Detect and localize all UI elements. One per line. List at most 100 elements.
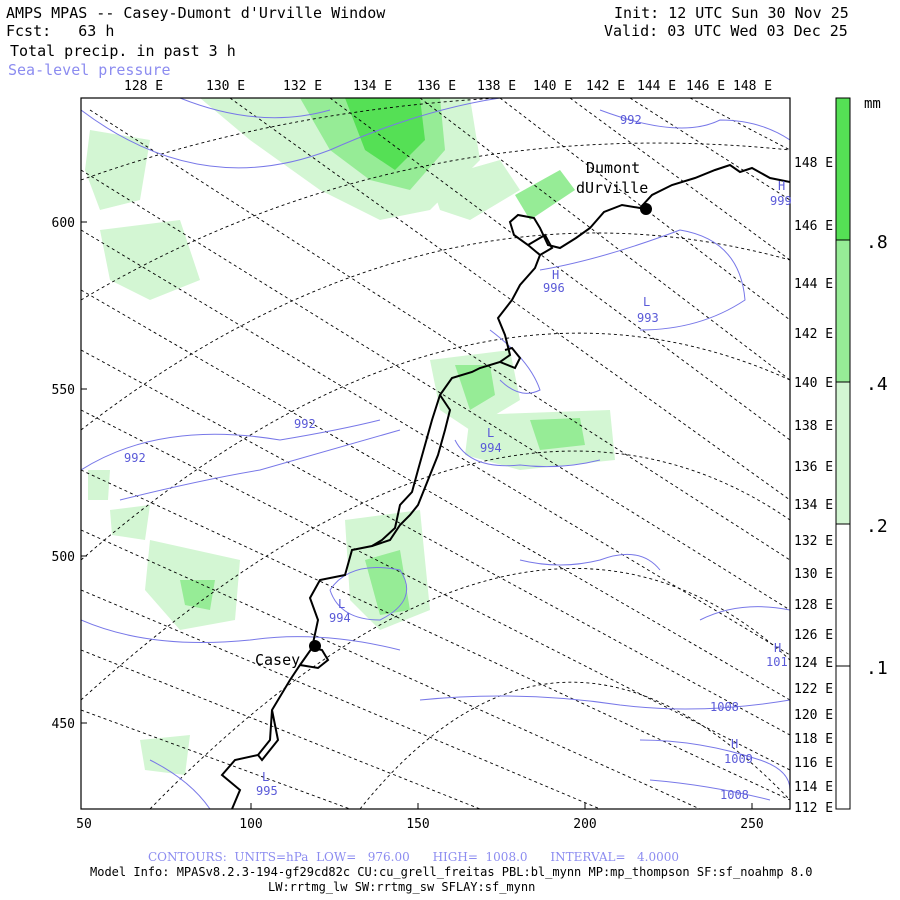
lon-label: 122 E [794, 682, 833, 697]
precip-region [515, 170, 575, 220]
init-time: Init: 12 UTC Sun 30 Nov 25 [614, 4, 849, 22]
precip-shading [85, 98, 615, 775]
pressure-label: 1008 [720, 788, 749, 802]
lon-label: 132 E [283, 79, 322, 94]
pressure-label: 1008 [710, 700, 739, 714]
pressure-contour [489, 329, 541, 394]
pressure-contour [329, 567, 408, 621]
x-axis-ticks: 50 100 150 200 250 [76, 817, 764, 832]
high-center: H [731, 737, 738, 751]
colorbar-label: .4 [866, 374, 888, 395]
lon-label: 138 E [794, 419, 833, 434]
pressure-label: 992 [124, 451, 146, 465]
longitude-line [81, 169, 790, 611]
colorbar-label: .8 [866, 232, 888, 253]
low-center: L [338, 597, 345, 611]
high-center: H [774, 641, 781, 655]
longitude-line [419, 98, 790, 381]
lon-label: 134 E [794, 498, 833, 513]
lon-label: 112 E [794, 801, 833, 816]
pressure-label: 994 [329, 611, 351, 625]
pressure-contour [81, 98, 501, 169]
longitude-line [689, 98, 790, 151]
lon-label: 140 E [794, 376, 833, 391]
lon-label: 134 E [353, 79, 392, 94]
latitude-line [81, 232, 790, 431]
lon-label: 136 E [417, 79, 456, 94]
colorbar-bin-none [836, 666, 850, 809]
lon-label: 116 E [794, 756, 833, 771]
pressure-label: 994 [480, 441, 502, 455]
right-lon-labels: 148 E 146 E 144 E 142 E 140 E 138 E 136 … [794, 156, 833, 816]
pressure-contour [539, 229, 746, 331]
precip-region [365, 550, 410, 615]
station-marker [309, 640, 321, 652]
y-tick-label: 600 [52, 216, 75, 231]
x-tick-label: 250 [740, 817, 763, 832]
pressure-labels: 992 992 992 996 993 994 994 995 1008 100… [124, 113, 792, 802]
coastline-path [220, 163, 790, 809]
model-info: Model Info: MPASv8.2.3-194-gf29cd82c CU:… [90, 865, 813, 879]
longitude-line [329, 98, 790, 441]
precip-region [530, 418, 585, 450]
precip-region [110, 505, 150, 540]
longitude-grid [81, 98, 790, 809]
pressure-contour [699, 606, 790, 621]
x-tick-label: 50 [76, 817, 92, 832]
y-tick-label: 450 [52, 717, 75, 732]
x-tick-marks [250, 803, 753, 809]
pressure-contour [649, 779, 771, 801]
lon-label: 120 E [794, 708, 833, 723]
latitude-line [81, 332, 790, 561]
high-center: H [778, 179, 785, 193]
low-center: L [487, 426, 494, 440]
y-tick-label: 500 [52, 550, 75, 565]
pressure-label: 1009 [724, 752, 753, 766]
lon-label: 142 E [586, 79, 625, 94]
x-tick-label: 150 [406, 817, 429, 832]
pressure-label: 992 [294, 417, 316, 431]
model-info-physics: LW:rrtmg_lw SW:rrtmg_sw SFLAY:sf_mynn [268, 880, 536, 894]
field-precip-label: Total precip. in past 3 h [10, 42, 236, 60]
precip-region [100, 220, 200, 300]
lon-label: 130 E [206, 79, 245, 94]
pressure-contour [599, 109, 790, 141]
x-tick-label: 200 [573, 817, 596, 832]
map-plot-area [81, 98, 790, 809]
colorbar-bin-mid [836, 240, 850, 382]
precip-region [85, 130, 150, 210]
pressure-contour [519, 553, 661, 571]
forecast-hour: Fcst: 63 h [6, 22, 115, 40]
latitude-line [149, 567, 790, 809]
lon-label: 126 E [794, 628, 833, 643]
coastline [220, 163, 790, 809]
longitude-line [81, 409, 790, 771]
lon-label: 146 E [686, 79, 725, 94]
coastline-path [527, 233, 554, 256]
lon-label: 128 E [794, 598, 833, 613]
longitude-line [81, 589, 601, 809]
pressure-contour [81, 419, 381, 471]
pressure-contour [419, 695, 790, 710]
y-tick-label: 550 [52, 383, 75, 398]
lon-label: 144 E [637, 79, 676, 94]
contours-info: CONTOURS: UNITS=hPa LOW= 976.00 HIGH= 10… [148, 850, 679, 864]
y-tick-marks [81, 221, 87, 724]
colorbar-bin-high [836, 98, 850, 240]
longitude-line [229, 98, 790, 501]
colorbar-label: .1 [866, 658, 888, 679]
lon-label: 132 E [794, 534, 833, 549]
lon-label: 140 E [533, 79, 572, 94]
precip-region [140, 735, 190, 775]
pressure-centers: H L L L L H H H [262, 179, 785, 784]
pressure-label: 996 [543, 281, 565, 295]
lon-label: 138 E [477, 79, 516, 94]
station-label: dUrville [576, 179, 648, 197]
pressure-contours [81, 98, 790, 809]
lon-label: 142 E [794, 327, 833, 342]
lon-label: 146 E [794, 219, 833, 234]
station-label: Dumont [586, 159, 640, 177]
map-title: AMPS MPAS -- Casey-Dumont d'Urville Wind… [6, 4, 386, 22]
y-axis-ticks: 600 550 500 450 [52, 216, 75, 732]
